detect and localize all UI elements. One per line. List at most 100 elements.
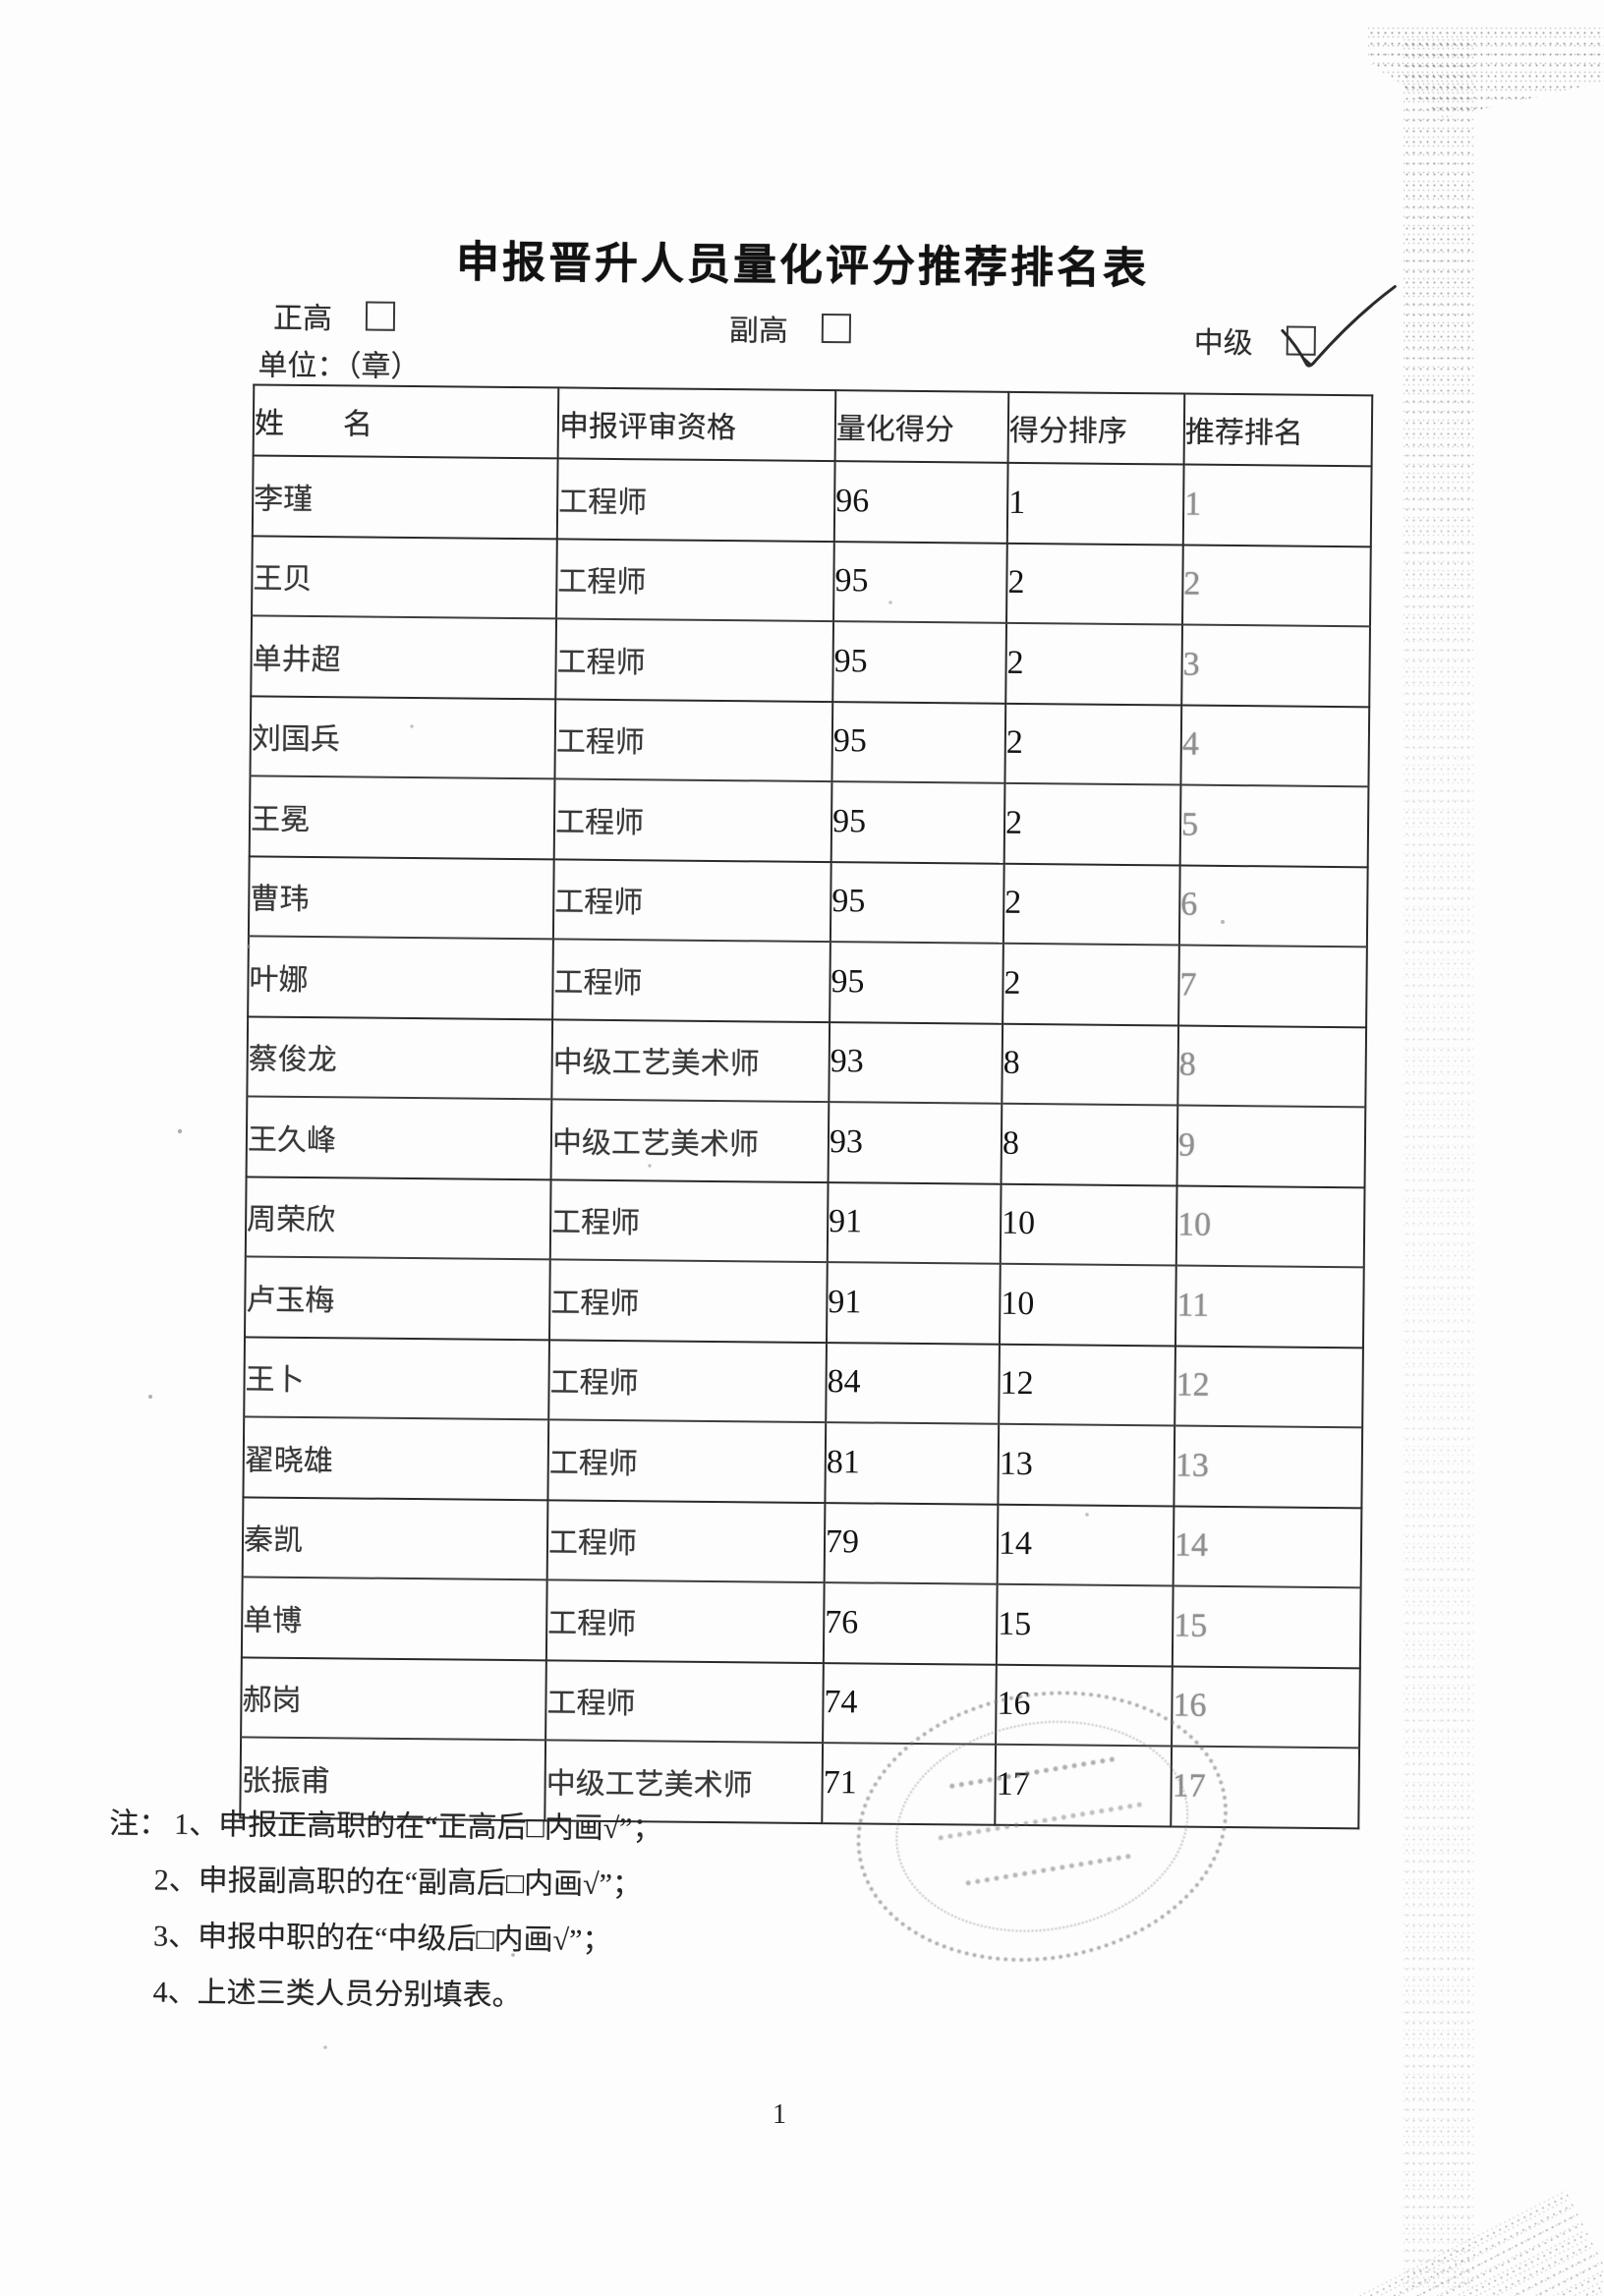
table-cell: 工程师 [556,458,835,542]
checkbox-label-zhenggao: 正高 [272,302,333,336]
checkbox-zhenggao [365,301,396,331]
table-cell: 王贝 [252,535,557,619]
table-row: 单井超 工程师 95 2 3 [251,615,1370,707]
table-cell: 84 [826,1342,1000,1424]
table-cell: 单博 [241,1577,547,1660]
table-cell: 2 [1005,622,1183,706]
table-cell: 81 [825,1422,1000,1505]
table-row: 蔡俊龙 中级工艺美术师 93 8 8 [247,1015,1367,1108]
table-cell: 91 [827,1181,1002,1264]
note-line: 2、申报副高职的在“副高后□内画√”； [108,1852,661,1913]
table-cell: 卢玉梅 [245,1256,550,1340]
table-cell: 中级工艺美术师 [551,1018,831,1103]
table-cell: 1 [1006,462,1184,545]
table-cell: 91 [826,1262,1001,1345]
checkbox-label-fugao: 副高 [728,315,789,348]
table-cell: 郝岗 [241,1656,546,1741]
table-cell: 13 [1174,1425,1363,1508]
table-cell: 12 [1174,1345,1363,1428]
table-cell: 工程师 [554,698,833,782]
table-cell: 7 [1178,945,1367,1027]
table-cell: 4 [1180,705,1370,787]
table-cell: 8 [1177,1025,1367,1108]
table-row: 李瑾 工程师 96 1 1 [252,455,1372,546]
table-cell: 工程师 [545,1659,824,1744]
note-line: 4、上述三类人员分别填表。 [107,1964,660,2025]
table-cell: 2 [1182,545,1371,627]
note-text: 2、申报副高职的在“副高后□内画√”； [153,1864,643,1902]
table-cell: 工程师 [556,538,834,622]
table-row: 翟晓雄 工程师 81 13 13 [243,1416,1363,1508]
page-number: 1 [773,2099,786,2130]
table-header-row: 姓 名 申报评审资格 量化得分 得分排序 推荐排名 [253,384,1373,467]
table-row: 王贝 工程师 95 2 2 [252,535,1371,627]
table-cell: 14 [997,1504,1174,1586]
table-cell: 翟晓雄 [243,1416,549,1500]
checkbox-group-zhongji: 中级 [1193,285,1397,368]
table-row: 王久峰 中级工艺美术师 93 8 9 [246,1096,1366,1187]
table-cell: 工程师 [553,778,832,862]
table-cell: 95 [831,781,1005,864]
table-cell: 王久峰 [246,1096,552,1179]
table-cell: 工程师 [545,1579,825,1663]
table-cell: 96 [833,461,1008,544]
table-row: 秦凯 工程师 79 14 14 [242,1496,1362,1588]
table-cell: 2 [1002,943,1179,1026]
table-cell: 工程师 [552,939,831,1022]
table-cell: 工程师 [546,1499,826,1583]
table-body: 李瑾 工程师 96 1 1 王贝 工程师 95 2 2 单井超 工程师 95 2 3 刘国兵 工程师 95 2 4 王冕… [240,455,1372,1828]
table-row: 周荣欣 工程师 91 10 10 [245,1176,1365,1268]
table-cell: 15 [1172,1585,1361,1668]
table-cell: 2 [1006,543,1183,625]
table-cell: 95 [833,541,1007,623]
table-cell: 1 [1182,464,1372,546]
table-cell: 95 [831,701,1006,783]
table-cell: 王冕 [249,775,555,859]
table-cell: 周荣欣 [245,1176,551,1260]
checkbox-label-zhongji: 中级 [1193,326,1253,361]
table-cell: 10 [1000,1183,1177,1266]
table-cell: 8 [1002,1023,1179,1106]
table-cell: 11 [1174,1265,1364,1348]
table-cell: 王卜 [244,1336,549,1420]
notes-label: 注： [109,1808,169,1841]
table-cell: 工程师 [548,1339,827,1423]
table-cell: 9 [1176,1105,1366,1187]
table-cell: 10 [999,1263,1176,1346]
notes-block: 注： 1、申报正高职的在“正高后□内画√”； 2、申报副高职的在“副高后□内画√”… [107,1796,662,2025]
table-cell: 中级工艺美术师 [550,1099,830,1182]
table-cell: 79 [824,1502,999,1584]
column-header-score-rank: 得分排序 [1007,391,1185,465]
table-cell: 2 [1002,863,1180,946]
table-cell: 2 [1004,703,1182,785]
table-cell: 曹玮 [248,855,554,940]
unit-seal-label: 单位：（章） [258,349,421,384]
table-cell: 蔡俊龙 [247,1015,553,1100]
table-cell: 李瑾 [252,455,558,539]
column-header-name: 姓 名 [253,384,559,459]
table-cell: 工程师 [548,1259,828,1343]
table-row: 曹玮 工程师 95 2 6 [248,855,1368,947]
table-row: 王冕 工程师 95 2 5 [249,775,1369,867]
table-cell: 95 [830,861,1004,944]
table-cell: 13 [998,1423,1175,1506]
checkbox-group-fugao: 副高 [728,306,852,350]
checkbox-group-zhenggao: 正高 [272,294,396,338]
table-row: 王卜 工程师 84 12 12 [244,1336,1363,1428]
table-cell: 叶娜 [248,936,553,1019]
table-cell: 95 [832,621,1007,704]
note-text: 1、申报正高职的在“正高后□内画√”； [174,1808,662,1846]
note-line: 注： 1、申报正高职的在“正高后□内画√”； [109,1796,662,1857]
checkbox-fugao [821,313,852,344]
table-cell: 工程师 [555,618,834,702]
table-row: 卢玉梅 工程师 91 10 11 [245,1256,1364,1348]
note-text: 3、申报中职的在“中级后□内画√”； [152,1920,612,1958]
checkbox-zhongji [1286,325,1316,356]
table-cell: 76 [823,1582,998,1665]
table-cell: 秦凯 [242,1496,548,1580]
table-cell: 93 [829,1021,1003,1104]
table-cell: 10 [1175,1185,1365,1268]
note-line: 3、申报中职的在“中级后□内画√”； [108,1908,661,1969]
table-cell: 95 [830,942,1003,1024]
